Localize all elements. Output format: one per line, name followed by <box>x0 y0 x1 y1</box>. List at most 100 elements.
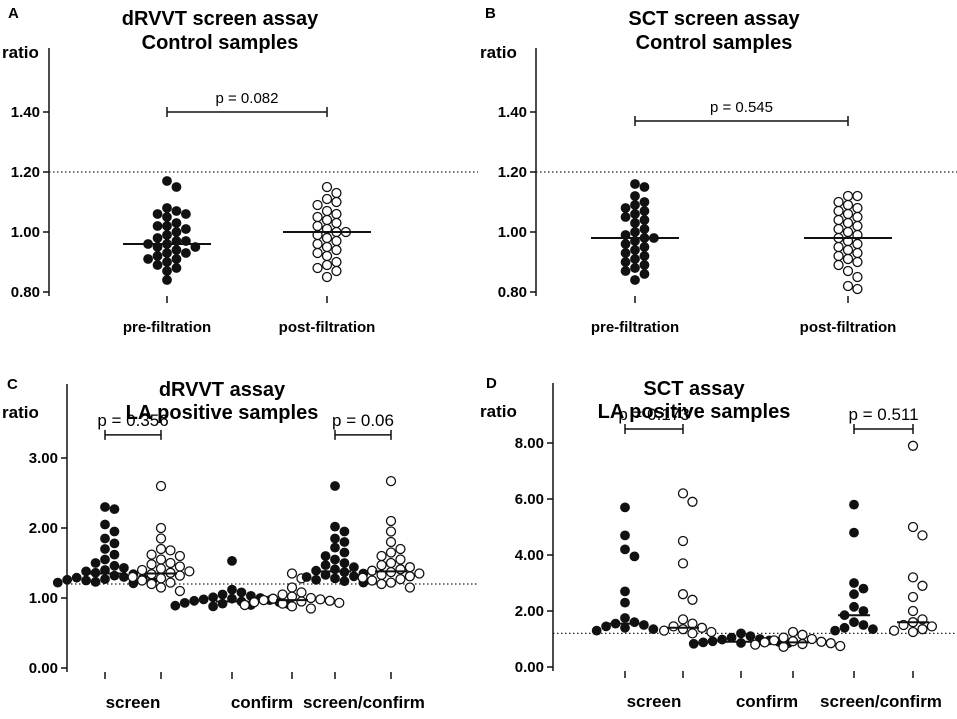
data-point-open <box>917 624 928 635</box>
data-point-filled <box>100 533 110 544</box>
data-point-filled <box>162 212 172 222</box>
data-point-open <box>797 638 808 650</box>
data-point-open <box>136 575 148 586</box>
data-point-filled <box>629 551 640 562</box>
data-point-filled <box>119 562 129 573</box>
data-point-open <box>797 629 808 640</box>
data-point-open <box>926 621 938 632</box>
data-point-open <box>658 625 670 636</box>
data-point-filled <box>688 638 699 649</box>
data-point-filled <box>81 566 91 577</box>
data-point-filled <box>707 636 718 647</box>
data-point-filled <box>162 257 172 267</box>
y-tick-label: 3.00 <box>29 450 58 467</box>
data-point-filled <box>171 263 182 273</box>
data-point-filled <box>180 248 191 258</box>
data-point-open <box>842 190 854 202</box>
data-point-filled <box>109 526 120 537</box>
data-point-open <box>768 635 780 646</box>
data-point-open <box>258 594 269 606</box>
data-point-filled <box>109 560 120 571</box>
data-point-open <box>312 199 323 211</box>
data-point-open <box>907 572 919 583</box>
data-point-filled <box>630 218 640 228</box>
data-point-filled <box>208 592 219 603</box>
x-category-label: pre-filtration <box>591 319 679 336</box>
data-point-open <box>385 547 397 558</box>
data-point-filled <box>639 197 650 207</box>
x-category-label: confirm <box>231 693 293 712</box>
data-point-filled <box>620 613 630 623</box>
data-point-filled <box>330 554 340 565</box>
data-point-filled <box>81 575 91 586</box>
data-point-filled <box>620 544 630 555</box>
panel-label: D <box>486 375 497 392</box>
data-point-filled <box>867 624 878 635</box>
data-point-open <box>331 217 342 229</box>
x-category-label: screen <box>627 692 682 711</box>
data-point-filled <box>339 537 350 547</box>
data-point-filled <box>171 218 182 228</box>
data-point-open <box>312 211 323 223</box>
data-point-filled <box>162 221 172 231</box>
data-point-filled <box>143 254 154 264</box>
data-point-filled <box>736 638 746 648</box>
data-point-open <box>907 591 919 603</box>
y-tick-label: 1.00 <box>11 224 40 241</box>
data-point-filled <box>849 617 859 628</box>
data-point-filled <box>630 191 640 201</box>
data-point-open <box>816 636 827 647</box>
data-point-open <box>174 550 186 562</box>
data-point-filled <box>217 598 228 609</box>
data-point-open <box>852 211 863 223</box>
data-point-filled <box>620 257 631 267</box>
data-point-open <box>324 595 335 606</box>
y-tick-label: 0.00 <box>29 660 58 677</box>
data-point-open <box>778 632 789 643</box>
data-point-filled <box>100 554 110 565</box>
data-point-filled <box>171 206 182 216</box>
chart-title-line: dRVVT assay <box>159 379 286 401</box>
data-point-open <box>155 563 167 574</box>
data-point-filled <box>100 544 110 554</box>
data-point-filled <box>639 251 650 261</box>
data-point-open <box>385 526 397 537</box>
data-point-filled <box>639 206 650 216</box>
data-point-open <box>331 196 342 208</box>
data-point-open <box>759 637 770 648</box>
data-point-open <box>852 247 863 259</box>
data-point-open <box>907 440 919 451</box>
y-tick-label: 1.20 <box>11 164 40 181</box>
data-point-open <box>334 597 345 609</box>
data-point-open <box>305 592 317 604</box>
data-point-open <box>174 585 186 597</box>
data-point-filled <box>162 266 172 276</box>
data-point-filled <box>638 620 649 630</box>
data-point-open <box>385 515 397 527</box>
data-point-filled <box>152 233 163 243</box>
data-point-open <box>677 558 689 569</box>
data-point-filled <box>171 245 182 255</box>
data-point-filled <box>620 239 631 249</box>
data-point-filled <box>100 574 110 585</box>
data-point-filled <box>639 182 650 192</box>
data-point-filled <box>330 521 340 532</box>
data-point-open <box>277 589 288 600</box>
x-category-label: pre-filtration <box>123 319 211 336</box>
data-point-open <box>404 571 416 582</box>
data-point-open <box>286 601 298 612</box>
data-point-filled <box>849 589 859 600</box>
data-point-open <box>806 633 818 645</box>
chart-title-line: SCT assay <box>643 378 745 400</box>
data-point-filled <box>152 260 163 270</box>
data-point-open <box>687 618 698 629</box>
data-point-open <box>842 244 854 256</box>
p-value-label: p = 0.173 <box>618 405 689 424</box>
data-point-filled <box>639 215 650 225</box>
data-point-open <box>677 535 689 547</box>
data-point-open <box>385 536 397 548</box>
data-point-open <box>852 190 863 202</box>
data-point-open <box>833 223 844 235</box>
data-point-filled <box>100 502 110 512</box>
